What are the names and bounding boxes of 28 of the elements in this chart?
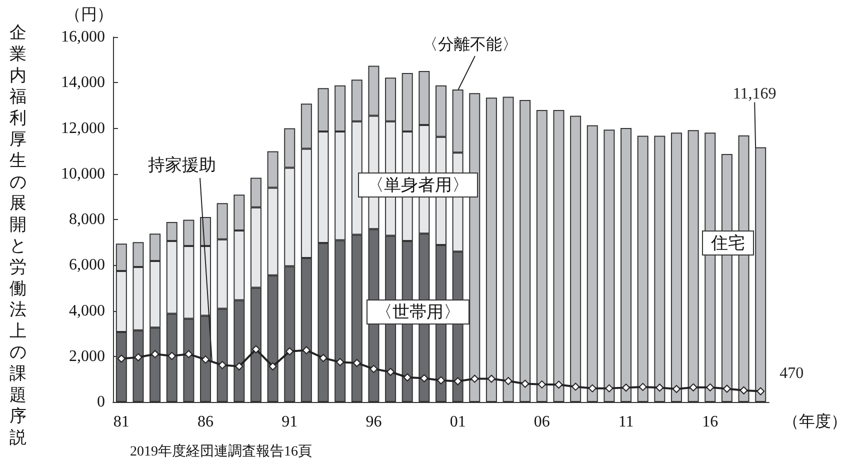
x-tick-label: 86 [198, 414, 214, 430]
y-tick-label: 14,000 [61, 74, 105, 92]
x-tick-label: 81 [113, 414, 130, 430]
text: 2019年度経団連調査報告16頁 [130, 444, 312, 460]
x-tick-label: 91 [282, 414, 298, 430]
text: 企業内福利厚生の展開と労働法上の課題序説 [10, 23, 26, 447]
y-tick-label: 16,000 [61, 28, 105, 46]
y-tick-label: 8,000 [69, 211, 105, 228]
y-tick-label: 0 [97, 394, 105, 410]
x-tick-label: 96 [366, 414, 382, 430]
annotation: 〈分離不能〉 [422, 36, 518, 54]
data-label: 11,169 [732, 86, 776, 103]
annotation: 住宅 [710, 234, 745, 252]
data-label: 470 [780, 364, 804, 382]
y-tick-label: 10,000 [61, 165, 105, 182]
x-tick-label: 11 [618, 414, 634, 430]
x-tick-label: 06 [534, 414, 550, 430]
y-tick-label: 4,000 [69, 302, 105, 320]
text: 持家援助 [148, 156, 216, 174]
x-axis-title: （年度） [783, 412, 847, 430]
series-label: 〈単身者用〉 [367, 176, 469, 194]
y-tick-label: 6,000 [69, 256, 105, 274]
y-tick-label: 12,000 [61, 120, 105, 137]
x-tick-label: 16 [702, 414, 718, 430]
y-tick-label: 2,000 [69, 348, 105, 365]
y-axis-title: （円） [65, 6, 113, 24]
x-tick-label: 01 [450, 414, 466, 430]
series-label: 〈世帯用〉 [376, 302, 460, 322]
